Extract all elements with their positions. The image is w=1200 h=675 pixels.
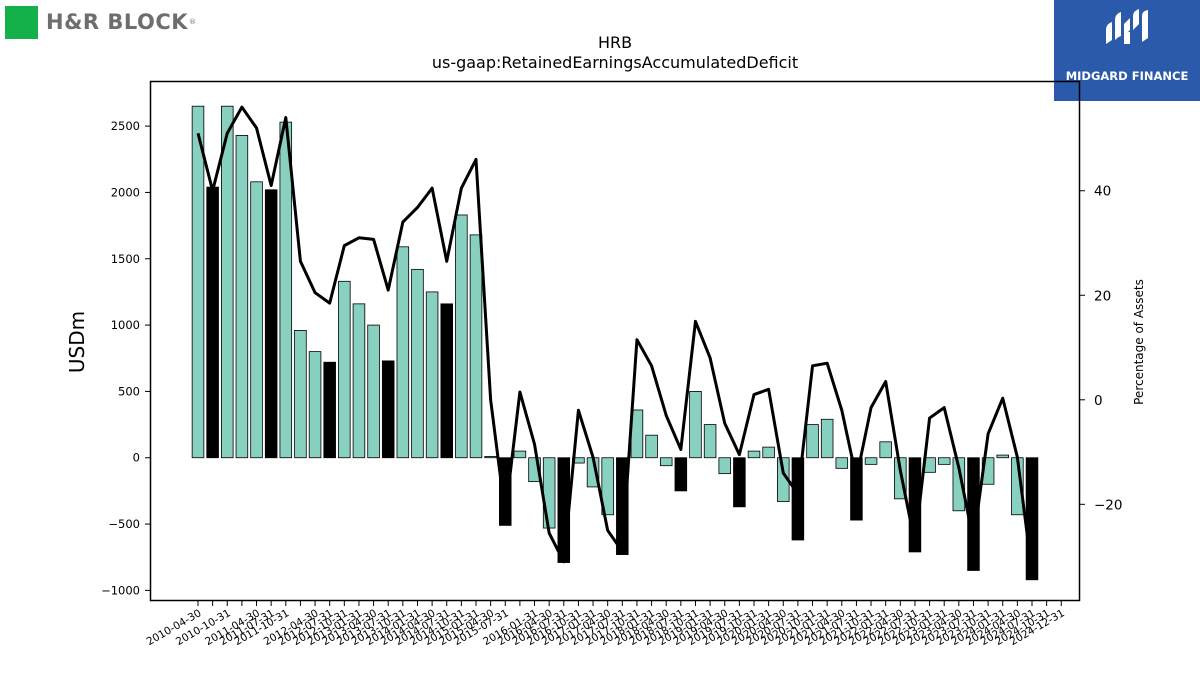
midgard-finance-logo-text: MIDGARD FINANCE xyxy=(1065,69,1189,83)
y-tick-label: 1000 xyxy=(111,318,140,332)
bar xyxy=(820,418,834,459)
bar xyxy=(323,361,336,459)
midgard-finance-logo: MIDGARD FINANCE xyxy=(1054,0,1200,101)
bar xyxy=(806,424,819,459)
bar xyxy=(850,457,863,521)
bar xyxy=(659,457,673,467)
y2-tick-group: −20 0 20 40 xyxy=(1080,184,1123,513)
bar xyxy=(674,457,688,492)
bar-series xyxy=(191,105,1039,581)
bar xyxy=(206,186,219,459)
bar xyxy=(264,189,278,459)
chart-title: HRB xyxy=(598,33,632,52)
bar xyxy=(250,181,263,459)
bar xyxy=(689,391,702,459)
series-line xyxy=(196,105,1034,573)
bar xyxy=(718,457,731,475)
bar xyxy=(484,456,497,459)
bar xyxy=(411,268,424,459)
bar xyxy=(235,134,249,459)
y-tick-label: 2500 xyxy=(111,119,140,133)
y-tick-label: −500 xyxy=(108,517,140,531)
bar xyxy=(894,457,907,500)
y-tick-label: 500 xyxy=(118,384,140,398)
bar xyxy=(381,360,395,459)
hr-block-logo-text: H&R BLOCK xyxy=(46,10,189,34)
y-tick-label: 1500 xyxy=(111,252,140,266)
y2-tick-label: 40 xyxy=(1094,184,1111,200)
plot-frame xyxy=(149,80,1081,602)
y2-tick-label: 0 xyxy=(1094,393,1103,409)
chart-subtitle: us-gaap:RetainedEarningsAccumulatedDefic… xyxy=(432,53,798,72)
bar xyxy=(367,324,380,459)
bar xyxy=(338,280,351,459)
line-series xyxy=(196,105,1034,573)
bar xyxy=(762,446,775,459)
bar xyxy=(703,424,717,459)
bar xyxy=(645,434,658,459)
y2-tick-label: −20 xyxy=(1094,497,1123,513)
y-tick-group: −1000 −500 0 500 1000 1500 2000 2500 xyxy=(101,119,150,597)
bar xyxy=(440,303,453,459)
bar xyxy=(835,457,849,469)
bar xyxy=(455,214,468,459)
bar xyxy=(733,457,746,508)
bar xyxy=(425,291,439,459)
bar xyxy=(937,457,951,465)
x-tick-group: 2010-04-302010-10-312011-04-302011-07-31… xyxy=(145,601,1067,648)
bar xyxy=(791,457,805,541)
bar xyxy=(294,329,307,459)
y-tick-label: 0 xyxy=(133,451,140,465)
bar xyxy=(469,234,483,459)
bar xyxy=(528,457,541,483)
midgard-finance-emblem-icon xyxy=(1106,9,1148,44)
y-tick-label: 2000 xyxy=(111,185,140,199)
bar xyxy=(952,457,966,512)
bar xyxy=(996,454,1009,459)
y2-axis-label: Percentage of Assets xyxy=(1132,279,1146,405)
bar xyxy=(499,457,512,526)
bar xyxy=(864,457,878,465)
bar xyxy=(879,441,892,459)
bar xyxy=(513,450,527,459)
bar xyxy=(396,246,410,459)
hr-block-logo: H&R BLOCK ® xyxy=(5,5,196,39)
bar xyxy=(221,105,234,459)
bar xyxy=(601,457,614,516)
y-axis-label: USDm xyxy=(65,311,89,373)
bar xyxy=(542,457,556,529)
registered-mark: ® xyxy=(189,18,197,26)
bar xyxy=(616,457,629,555)
bar xyxy=(191,105,205,459)
bar xyxy=(308,351,322,459)
hr-block-logo-square xyxy=(5,5,38,39)
y2-tick-label: 20 xyxy=(1094,288,1111,304)
bar xyxy=(352,303,366,459)
y-tick-label: −1000 xyxy=(101,583,140,597)
bar xyxy=(747,450,761,459)
